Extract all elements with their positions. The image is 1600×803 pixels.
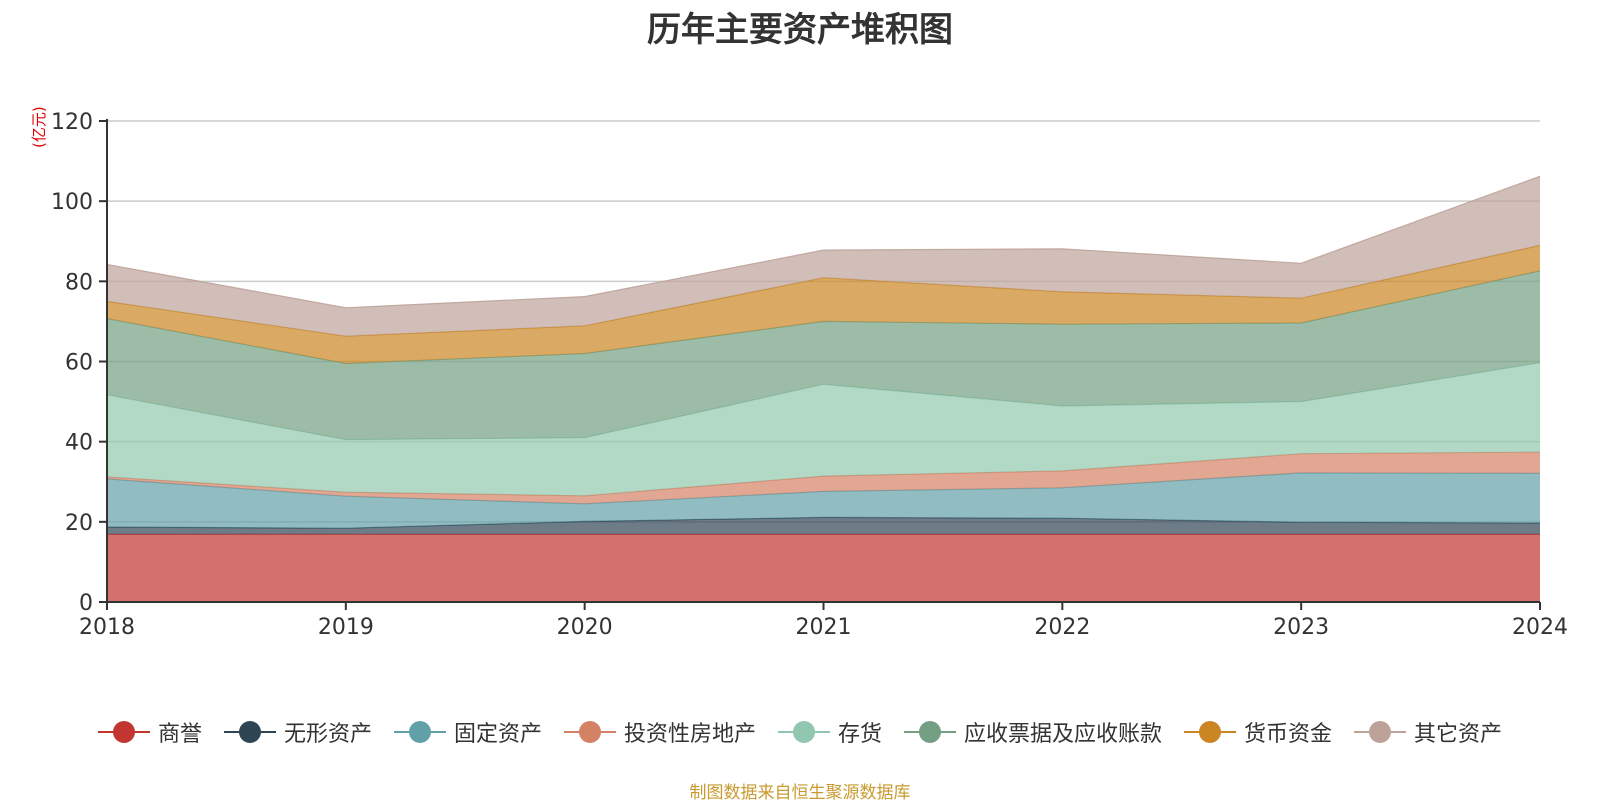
legend-item-3[interactable]: 投资性房地产 xyxy=(563,716,756,748)
x-tick-label-2023: 2023 xyxy=(1273,615,1329,640)
legend-label: 投资性房地产 xyxy=(623,722,756,747)
y-tick-label-20: 20 xyxy=(65,511,93,536)
area-series-5 xyxy=(107,270,1540,440)
legend-label: 存货 xyxy=(838,722,883,747)
x-tick-label-2021: 2021 xyxy=(796,615,852,640)
legend-label: 其它资产 xyxy=(1414,722,1503,747)
legend-item-4[interactable]: 存货 xyxy=(778,716,882,748)
x-tick-label-2018: 2018 xyxy=(79,615,135,640)
y-axis-unit-label: (亿元) xyxy=(30,106,48,148)
y-tick-label-60: 60 xyxy=(65,351,93,376)
area-series-4 xyxy=(107,362,1540,496)
source-note: 制图数据来自恒生聚源数据库 xyxy=(689,783,911,803)
legend-item-5[interactable]: 应收票据及应收账款 xyxy=(904,716,1162,748)
area-series-0 xyxy=(107,534,1540,602)
legend-item-1[interactable]: 无形资产 xyxy=(223,716,372,748)
area-series-7 xyxy=(107,176,1540,337)
legend-item-6[interactable]: 货币资金 xyxy=(1184,716,1332,748)
legend-marker-icon xyxy=(97,718,150,746)
legend-label: 无形资产 xyxy=(283,722,372,747)
legend-marker-icon xyxy=(778,718,830,746)
legend-marker-icon xyxy=(904,718,957,746)
x-tick-label-2024: 2024 xyxy=(1512,615,1568,640)
area-series-group xyxy=(106,175,1541,602)
x-tick-label-2022: 2022 xyxy=(1034,615,1090,640)
y-tick-label-40: 40 xyxy=(65,431,93,456)
legend-marker-icon xyxy=(1354,718,1407,746)
area-series-3 xyxy=(107,452,1540,504)
y-tick-label-80: 80 xyxy=(65,270,93,295)
legend-label: 固定资产 xyxy=(453,722,542,747)
legend-marker-icon xyxy=(223,718,276,746)
y-tick-label-100: 100 xyxy=(51,190,93,215)
legend-label: 货币资金 xyxy=(1244,722,1333,747)
legend-label: 应收票据及应收账款 xyxy=(964,722,1163,747)
legend-marker-icon xyxy=(1184,718,1237,746)
legend-item-2[interactable]: 固定资产 xyxy=(393,716,542,748)
area-series-1 xyxy=(107,517,1540,535)
legend-label: 商誉 xyxy=(157,722,202,747)
legend-marker-icon xyxy=(563,718,616,746)
chart-title: 历年主要资产堆积图 xyxy=(647,10,953,50)
legend: 商誉 无形资产 固定资产 投资性房地产 存货 应收票据及应收账款 货币资金 其它资产 xyxy=(0,716,1600,748)
area-edge-series-7 xyxy=(106,175,1541,309)
axes: 0 20 40 60 80 100 120 2018 2019 2020 2021 2022 2023 2… xyxy=(51,110,1568,640)
area-series-6 xyxy=(107,245,1540,364)
legend-marker-icon xyxy=(393,718,446,746)
y-tick-label-120: 120 xyxy=(51,110,93,135)
legend-item-7[interactable]: 其它资产 xyxy=(1354,716,1502,748)
area-series-2 xyxy=(107,472,1540,529)
legend-item-0[interactable]: 商誉 xyxy=(97,716,202,748)
y-tick-label-0: 0 xyxy=(79,591,93,616)
x-tick-label-2020: 2020 xyxy=(557,615,613,640)
x-tick-label-2019: 2019 xyxy=(318,615,374,640)
